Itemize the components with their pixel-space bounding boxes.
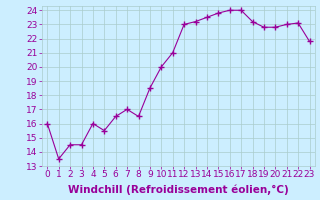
X-axis label: Windchill (Refroidissement éolien,°C): Windchill (Refroidissement éolien,°C) [68,185,289,195]
